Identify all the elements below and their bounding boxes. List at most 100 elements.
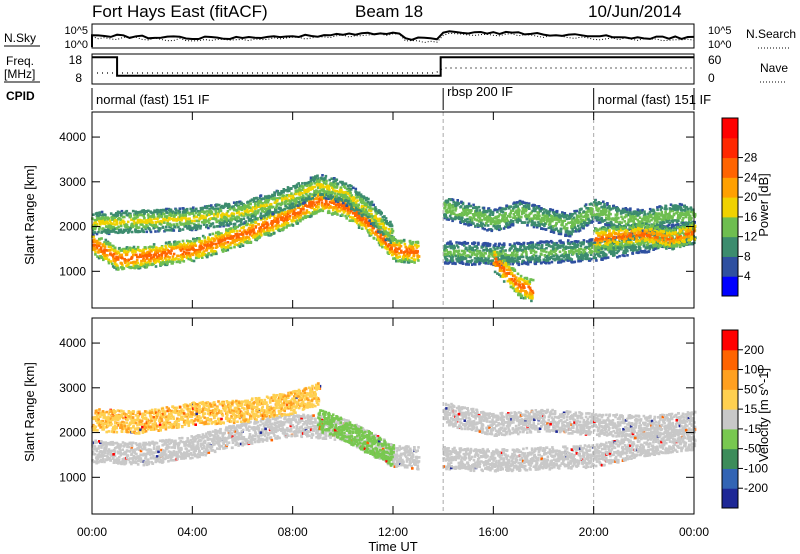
- data-cell: [394, 250, 397, 253]
- data-cell: [142, 230, 145, 234]
- data-cell: [202, 253, 205, 256]
- data-cell: [328, 211, 331, 214]
- data-cell: [168, 216, 172, 220]
- data-cell: [608, 205, 611, 208]
- data-cell: [344, 191, 348, 194]
- data-cell: [388, 251, 392, 255]
- data-cell: [480, 218, 484, 222]
- data-cell: [102, 230, 106, 233]
- data-cell: [213, 250, 217, 253]
- data-cell: [322, 185, 325, 189]
- data-cell: [363, 203, 367, 207]
- data-cell: [400, 251, 403, 254]
- data-cell: [497, 221, 501, 224]
- data-cell: [319, 208, 323, 211]
- data-cell: [325, 179, 328, 183]
- data-cell: [513, 202, 516, 206]
- data-cell: [490, 220, 494, 224]
- data-cell: [365, 203, 368, 207]
- data-cell: [154, 265, 158, 268]
- data-cell: [515, 203, 518, 207]
- data-cell: [199, 248, 203, 251]
- data-cell: [389, 220, 392, 224]
- data-cell: [126, 250, 129, 254]
- data-cell: [495, 220, 498, 224]
- data-cell: [375, 212, 379, 215]
- data-cell: [156, 212, 159, 216]
- data-cell: [285, 222, 288, 226]
- data-cell: [339, 206, 342, 210]
- data-cell: [315, 205, 318, 208]
- data-cell: [488, 213, 492, 217]
- data-cell: [227, 202, 231, 206]
- data-cell: [234, 203, 237, 207]
- data-cell: [116, 257, 119, 261]
- data-cell: [386, 232, 389, 236]
- data-cell: [398, 243, 401, 247]
- data-cell: [308, 204, 311, 207]
- data-cell: [135, 253, 138, 257]
- data-cell: [350, 203, 354, 207]
- data-cell: [183, 225, 186, 228]
- data-cell: [222, 223, 225, 226]
- data-cell: [336, 207, 339, 210]
- data-cell: [327, 195, 331, 198]
- data-cell: [330, 191, 334, 194]
- data-cell: [517, 219, 521, 222]
- data-cell: [92, 223, 95, 227]
- data-cell: [197, 253, 201, 256]
- data-cell: [465, 222, 468, 226]
- data-cell: [200, 254, 204, 257]
- data-cell: [93, 240, 97, 243]
- data-cell: [141, 223, 144, 226]
- data-cell: [533, 221, 536, 225]
- data-cell: [215, 225, 219, 228]
- data-cell: [182, 255, 185, 258]
- cpid-mode-label: normal (fast) 151 IF: [598, 92, 711, 107]
- data-cell: [527, 202, 531, 205]
- data-cell: [252, 214, 255, 218]
- data-cell: [324, 206, 327, 209]
- data-cell: [282, 226, 286, 229]
- data-cell: [465, 260, 469, 263]
- data-cell: [207, 245, 210, 248]
- data-cell: [192, 237, 195, 241]
- data-cell: [189, 254, 192, 257]
- data-cell: [303, 191, 306, 195]
- data-cell: [296, 222, 300, 225]
- data-cell: [339, 186, 343, 190]
- data-cell: [267, 194, 271, 198]
- data-cell: [671, 220, 674, 224]
- data-cell: [150, 250, 153, 253]
- data-cell: [502, 216, 506, 219]
- data-cell: [206, 240, 209, 244]
- data-cell: [131, 247, 135, 250]
- data-cell: [271, 212, 275, 216]
- data-cell: [197, 223, 200, 226]
- data-cell: [466, 212, 470, 216]
- data-cell: [255, 232, 258, 236]
- data-cell: [148, 254, 151, 258]
- data-cell: [297, 211, 300, 214]
- data-cell: [394, 238, 398, 242]
- data-cell: [282, 219, 285, 222]
- data-cell: [164, 244, 167, 248]
- data-cell: [143, 212, 146, 215]
- data-cell: [273, 197, 276, 200]
- data-cell: [145, 253, 148, 257]
- data-cell: [529, 211, 533, 215]
- data-cell: [363, 210, 367, 214]
- data-cell: [488, 243, 492, 246]
- data-cell: [291, 224, 295, 227]
- data-cell: [554, 224, 557, 227]
- data-cell: [478, 216, 482, 220]
- data-cell: [182, 214, 186, 217]
- data-cell: [374, 214, 377, 218]
- data-cell: [334, 203, 338, 207]
- data-cell: [283, 212, 286, 216]
- data-cell: [460, 201, 463, 204]
- data-cell: [332, 180, 335, 184]
- data-cell: [448, 214, 452, 218]
- data-cell: [144, 221, 147, 224]
- data-cell: [333, 177, 336, 180]
